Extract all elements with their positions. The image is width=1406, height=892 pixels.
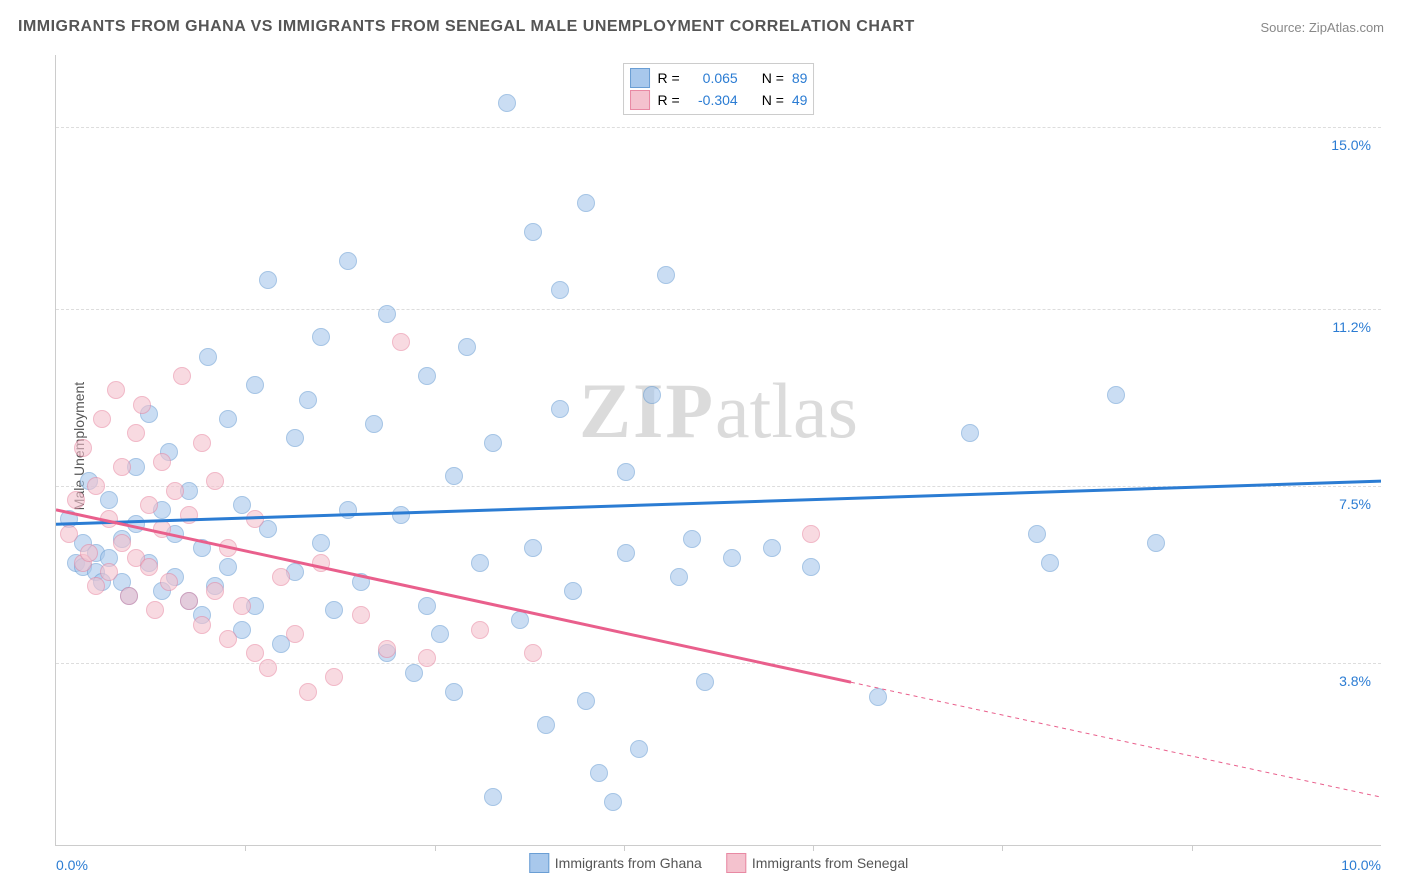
legend-row-ghana: R = 0.065 N = 89 bbox=[630, 67, 808, 89]
chart-area: ZIPatlas 3.8%7.5%11.2%15.0% 0.0%10.0% R … bbox=[55, 55, 1381, 846]
legend-item-ghana: Immigrants from Ghana bbox=[529, 853, 702, 873]
correlation-legend: R = 0.065 N = 89 R = -0.304 N = 49 bbox=[623, 63, 815, 115]
swatch-senegal-icon bbox=[726, 853, 746, 873]
n-value-senegal: 49 bbox=[792, 92, 808, 108]
swatch-senegal bbox=[630, 90, 650, 110]
series-legend: Immigrants from Ghana Immigrants from Se… bbox=[529, 853, 908, 873]
legend-row-senegal: R = -0.304 N = 49 bbox=[630, 89, 808, 111]
source-label: Source: ZipAtlas.com bbox=[1260, 20, 1384, 35]
n-value-ghana: 89 bbox=[792, 70, 808, 86]
r-value-senegal: -0.304 bbox=[688, 92, 738, 108]
swatch-ghana-icon bbox=[529, 853, 549, 873]
trend-lines bbox=[56, 55, 1381, 845]
chart-title: IMMIGRANTS FROM GHANA VS IMMIGRANTS FROM… bbox=[18, 18, 915, 36]
swatch-ghana bbox=[630, 68, 650, 88]
r-value-ghana: 0.065 bbox=[688, 70, 738, 86]
legend-item-senegal: Immigrants from Senegal bbox=[726, 853, 908, 873]
watermark: ZIPatlas bbox=[579, 366, 858, 456]
